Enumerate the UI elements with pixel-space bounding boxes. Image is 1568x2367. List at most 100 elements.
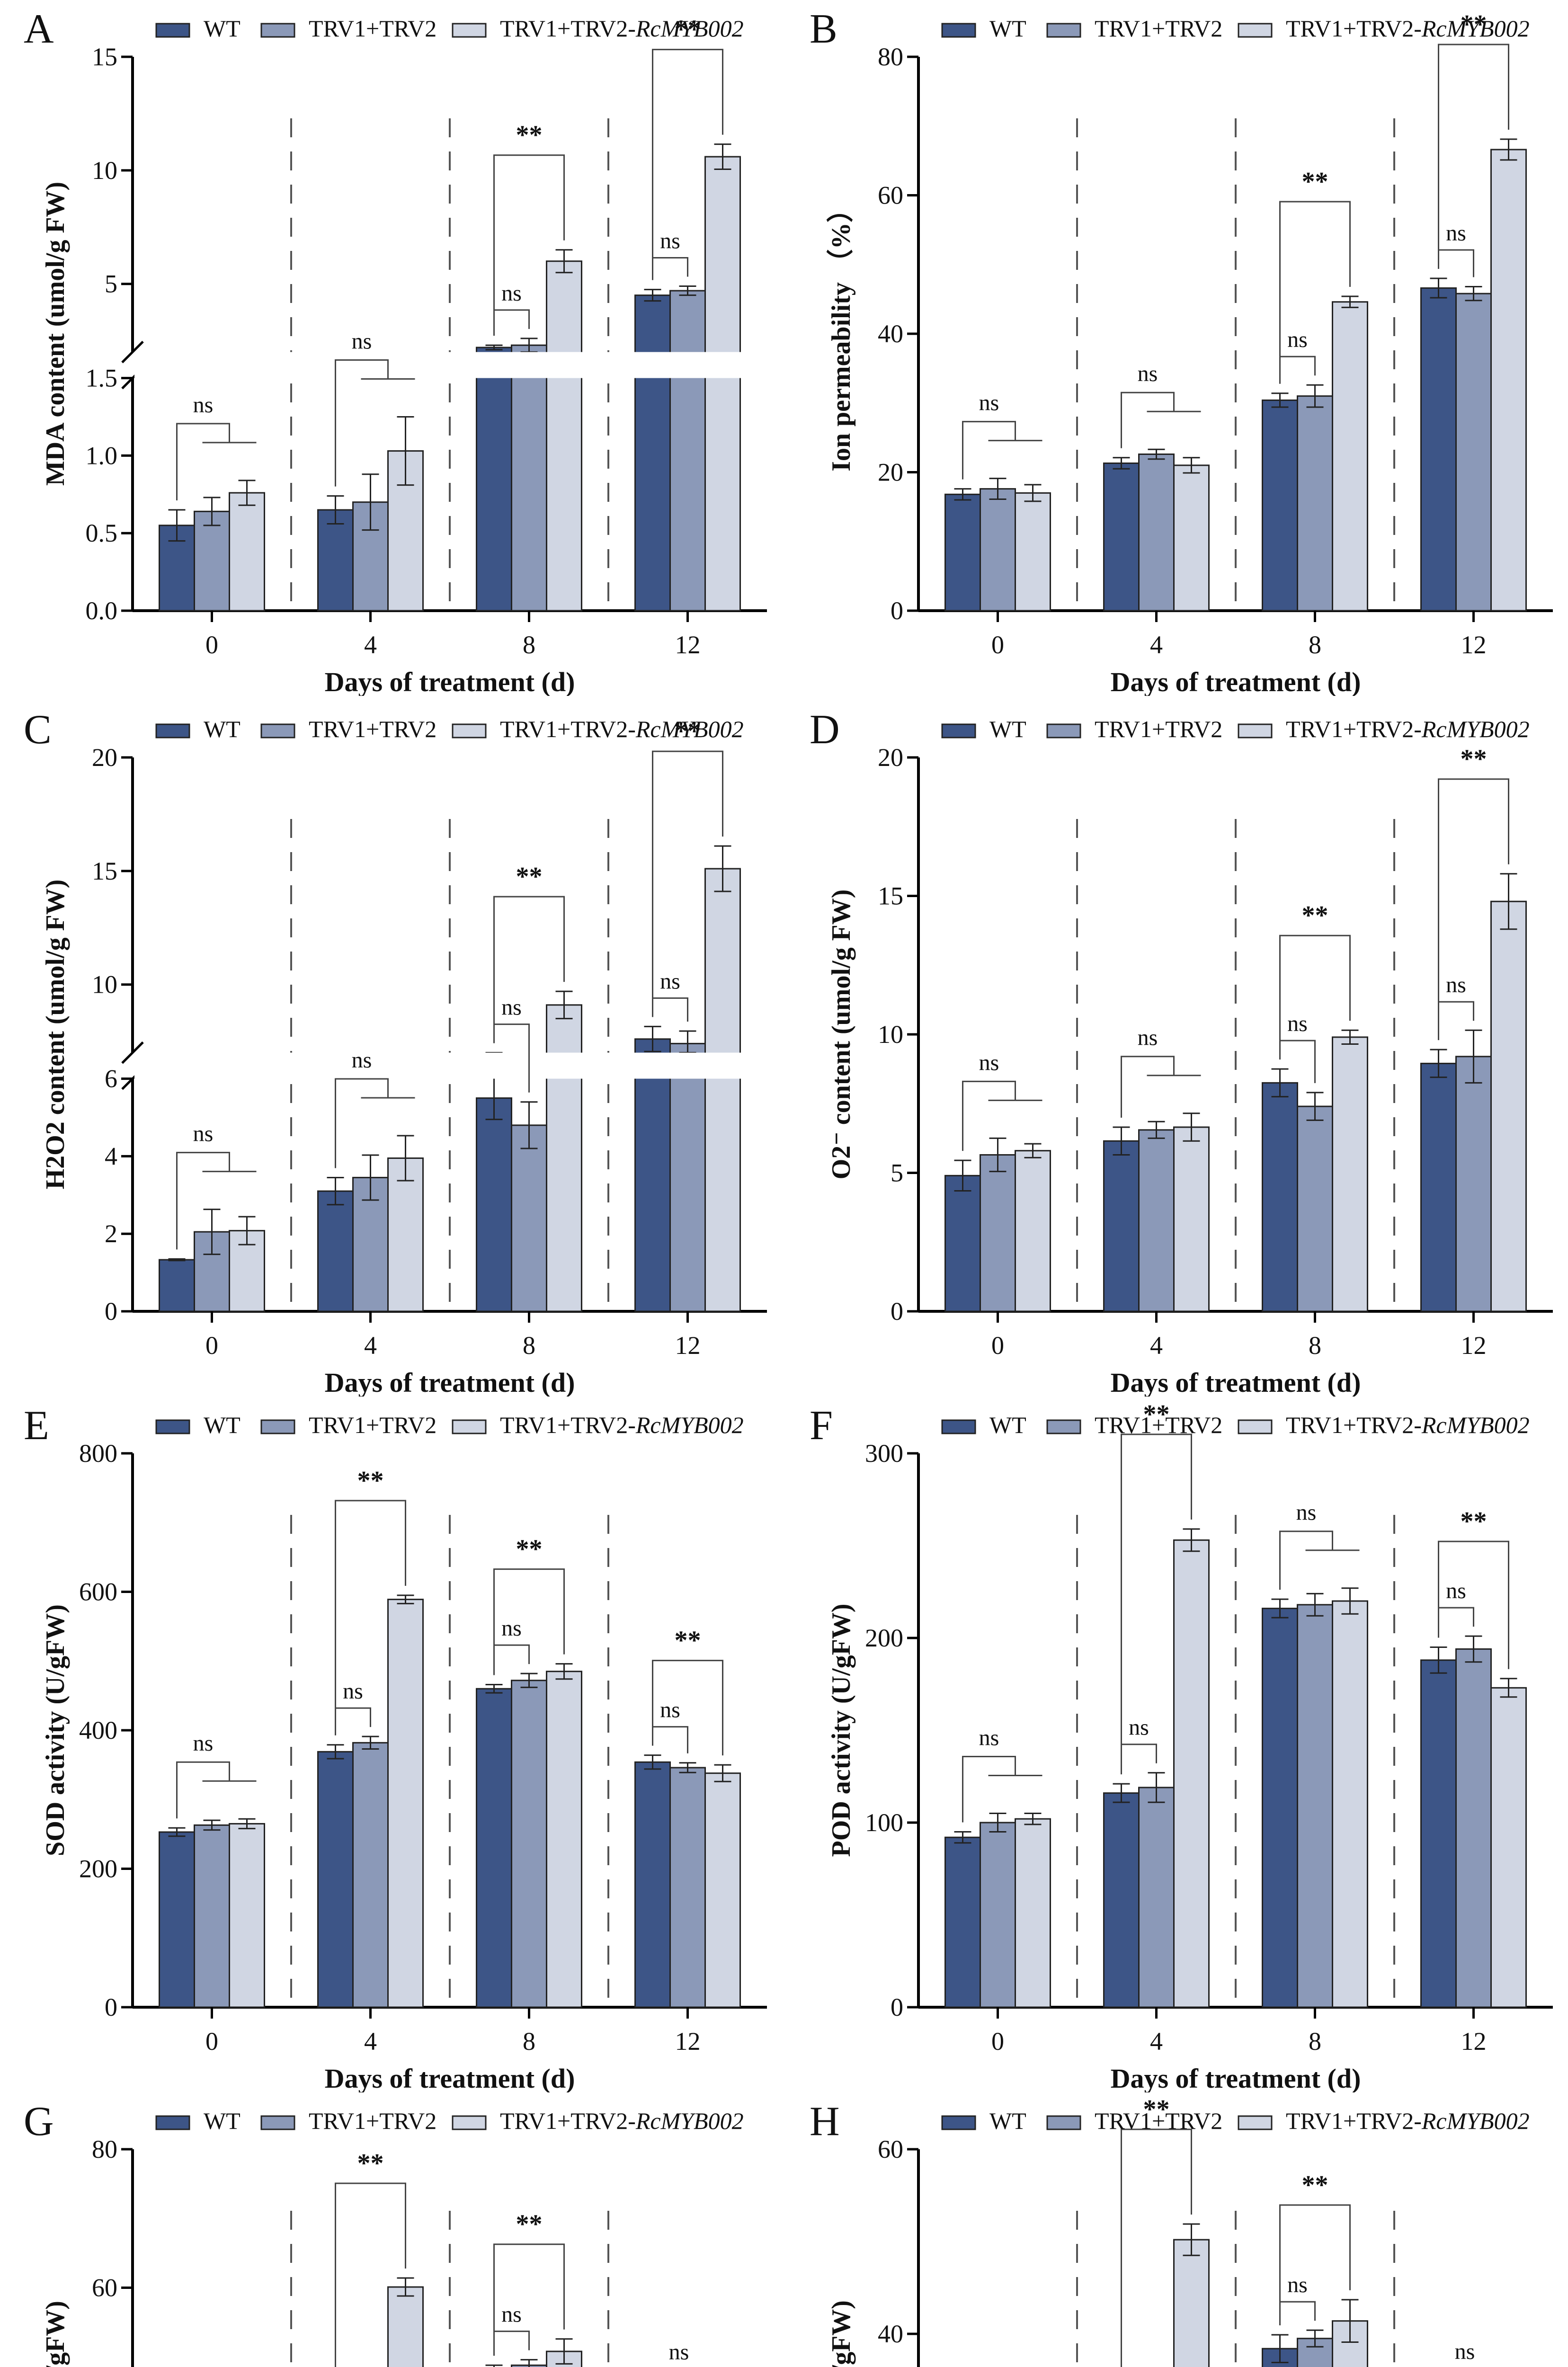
significance-ns: ns [193,392,214,418]
legend-swatch [155,723,190,739]
legend-label-italic: RcMYB002 [635,15,744,42]
significance-bracket [1279,356,1316,384]
significance-bracket [652,997,688,1022]
bar-trv1-trv2-rcmyb002-day4 [1173,1126,1210,1312]
axis-break-mark [121,340,144,364]
significance-ns: ns [1138,1025,1158,1050]
y-tick-label: 5 [105,270,117,298]
legend-label-text: TRV1+TRV2 [309,716,437,742]
y-axis-title: H2O2 content (umol/g FW) [41,880,70,1190]
x-tick-label: 12 [1461,631,1487,659]
legend-label: TRV1+TRV2 [309,716,437,742]
significance-stars: ** [1302,167,1328,196]
significance-ns: ns [343,1679,363,1704]
legend-label: WT [989,15,1026,42]
significance-bracket [652,257,688,280]
bar-wt-day4 [317,509,354,612]
legend-label: TRV1+TRV2 [1095,1412,1222,1438]
x-axis-title: Days of treatment (d) [1111,667,1361,696]
significance-ns: ns [660,228,680,253]
bar-trv1-trv2-day8 [511,344,547,612]
y-tick-label: 6 [105,1065,117,1093]
x-axis-title: Days of treatment (d) [325,1367,575,1397]
chart-a: A 0.0 0.5 1.0 1.5 5 10 15 ns ns ns ** ns ** 0 4 8 12 Days … [24,6,769,696]
significance-bracket [493,2243,565,2331]
bar-wt-day12 [1420,1659,1457,2008]
significance-bracket [176,423,230,501]
legend-swatch [941,2115,976,2130]
legend-label: TRV1+TRV2-RcMYB002 [1286,15,1530,42]
bar-trv1-trv2-day4 [1138,453,1175,612]
significance-bracket [652,1660,723,1756]
legend-swatch [260,1419,295,1434]
bar-wt-day12 [634,1038,671,1312]
bar-trv1-trv2-rcmyb002-day0 [1015,492,1051,612]
axis-break-mark [121,1041,144,1064]
legend-label-italic: RcMYB002 [635,2108,744,2134]
x-tick-label: 0 [205,1331,218,1360]
bar-wt-day12 [1420,287,1457,612]
y-tick-label: 0 [105,1297,117,1326]
x-tick-label: 8 [523,2027,535,2056]
significance-ns: ns [1296,1500,1317,1525]
panel-g: G020406080nsns**ns**ns04812Days of treat… [0,2092,781,2367]
legend-label-text: TRV1+TRV2- [500,1412,636,1438]
legend-swatch [941,723,976,739]
bar-trv1-trv2-day12 [1455,293,1492,612]
significance-bracket [1279,934,1351,1041]
bar-trv1-trv2-day12 [1455,1648,1492,2008]
legend-label-italic: RcMYB002 [1421,716,1530,742]
significance-ns: ns [1129,1715,1149,1740]
significance-ns: ns [979,1726,999,1751]
panel-b: B 0 20 40 60 80 ns ns ns ** ns ** 0 4 8 12 Days of treat… [786,0,1567,696]
bar-wt-day12 [634,1761,671,2008]
legend-label-text: TRV1+TRV2- [500,15,636,42]
significance-stars: ** [357,2149,384,2178]
legend-label-text: TRV1+TRV2- [1286,15,1422,42]
legend-swatch [1046,23,1081,38]
legend-swatch [452,723,487,739]
y-tick-label: 2 [105,1219,117,1248]
y-tick-label: 0 [105,1993,117,2021]
legend-swatch [260,23,295,38]
y-tick-label: 600 [79,1578,117,1606]
x-tick-label: 12 [1461,1331,1487,1360]
legend-label: TRV1+TRV2 [309,1412,437,1438]
significance-bracket [493,309,530,336]
y-tick-label: 0.0 [86,596,118,625]
legend-label-text: TRV1+TRV2- [1286,2108,1422,2134]
significance-ns: ns [352,1048,372,1073]
legend-label-text: TRV1+TRV2- [1286,716,1422,742]
y-tick-label: 0.5 [86,519,118,547]
significance-ns: ns [1138,361,1158,386]
bar-trv1-trv2-rcmyb002-day0 [229,492,265,612]
y-tick-label: 0 [891,1297,903,1326]
significance-stars: ** [1143,1400,1170,1429]
y-tick-label: 5 [891,1159,903,1187]
significance-bracket [335,1078,389,1168]
x-tick-label: 4 [1150,631,1163,659]
legend-label-text: TRV1+TRV2 [1095,716,1222,742]
legend-label: WT [204,1412,241,1438]
legend-label-text: TRV1+TRV2 [1095,15,1222,42]
legend-label: TRV1+TRV2-RcMYB002 [1286,1412,1530,1438]
significance-ns: ns [1446,1578,1466,1603]
significance-bracket [652,750,723,998]
legend-label: WT [989,716,1026,742]
y-tick-label: 80 [878,43,903,71]
significance-stars: ** [1461,745,1487,774]
y-tick-label: 100 [865,1808,903,1837]
legend-label-italic: RcMYB002 [635,716,744,742]
legend-label: TRV1+TRV2-RcMYB002 [1286,2108,1530,2134]
x-tick-label: 0 [991,631,1004,659]
significance-ns: ns [669,2340,689,2365]
bar-trv1-trv2-rcmyb002-day0 [229,1823,265,2008]
chart-e: E 0 200 400 600 800 ns ns ** ns ** ns ** 0 4 8 12 Days of… [24,1403,767,2092]
significance-bracket [1121,2128,1192,2367]
significance-bracket [1438,1540,1509,1669]
bar-trv1-trv2-rcmyb002-day12 [704,868,741,1312]
bar-wt-day0 [944,1175,981,1312]
significance-stars: ** [1302,901,1328,930]
legend-label-text: TRV1+TRV2 [309,1412,437,1438]
